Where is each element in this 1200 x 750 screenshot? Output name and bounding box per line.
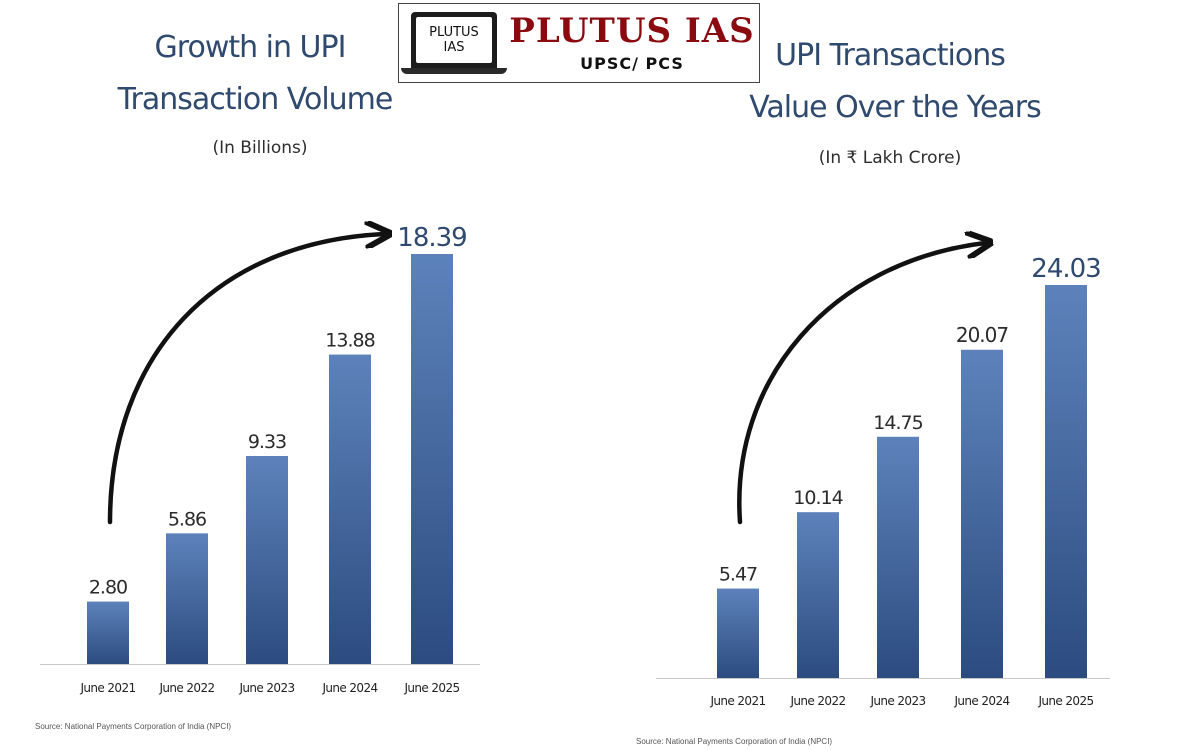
left-value-label-2: 5.86 [168,508,206,530]
right-category-label-2: June 2022 [789,694,845,708]
left-chart-subtitle: (In Billions) [212,138,308,158]
left-category-label-5: June 2025 [403,681,459,695]
right-chart-subtitle: (In ₹ Lakh Crore) [818,148,962,168]
left-growth-arrow [107,234,384,525]
laptop-text-line1: PLUTUS [429,25,479,40]
laptop-icon: PLUTUS IAS [411,12,497,68]
right-value-label-5: 24.03 [1031,254,1100,284]
right-bar-5 [1045,285,1087,678]
right-chart-title-line1: UPI Transactions [775,38,1006,73]
left-value-label-5: 18.39 [397,223,466,253]
left-value-label-1: 2.80 [89,577,127,599]
left-value-label-4: 13.88 [325,330,374,352]
right-value-label-1: 5.47 [719,564,757,586]
brand-tagline: UPSC/ PCS [580,54,684,73]
right-chart-source: Source: National Payments Corporation of… [636,737,833,746]
right-chart-title-line2: Value Over the Years [749,90,1042,125]
left-category-label-4: June 2024 [321,681,377,695]
right-bar-2 [797,512,839,678]
left-chart: 2.80 June 2021 5.86 June 2022 9.33 June 2023 1… [40,223,480,695]
right-bar-1 [717,588,759,678]
right-chart: 5.47 June 2021 10.14 June 2022 14.75 June 202… [656,243,1110,708]
left-chart-title-line1: Growth in UPI [154,30,347,65]
left-bar-2 [166,533,208,664]
laptop-text-line2: IAS [443,40,465,55]
left-category-label-2: June 2022 [158,681,214,695]
brand-name: PLUTUS IAS [509,11,755,51]
left-category-label-1: June 2021 [79,681,135,695]
left-chart-title-line2: Transaction Volume [117,82,394,117]
right-category-label-4: June 2024 [953,694,1009,708]
right-bar-3 [877,436,919,678]
right-value-label-4: 20.07 [956,323,1009,347]
left-value-label-3: 9.33 [248,431,286,453]
right-growth-arrow [737,243,985,525]
laptop-base [401,68,507,74]
left-bar-3 [246,455,288,664]
right-value-label-2: 10.14 [793,487,843,509]
left-bar-1 [87,601,129,664]
left-bar-5 [411,254,453,664]
right-value-label-3: 14.75 [873,412,922,434]
right-category-label-5: June 2025 [1037,694,1093,708]
right-category-label-3: June 2023 [869,694,925,708]
left-category-label-3: June 2023 [238,681,294,695]
left-bar-4 [329,354,371,664]
right-category-label-1: June 2021 [709,694,765,708]
right-bar-4 [961,349,1003,678]
left-chart-source: Source: National Payments Corporation of… [35,722,232,731]
plutus-ias-logo: PLUTUS IAS PLUTUS IAS UPSC/ PCS [398,3,760,83]
